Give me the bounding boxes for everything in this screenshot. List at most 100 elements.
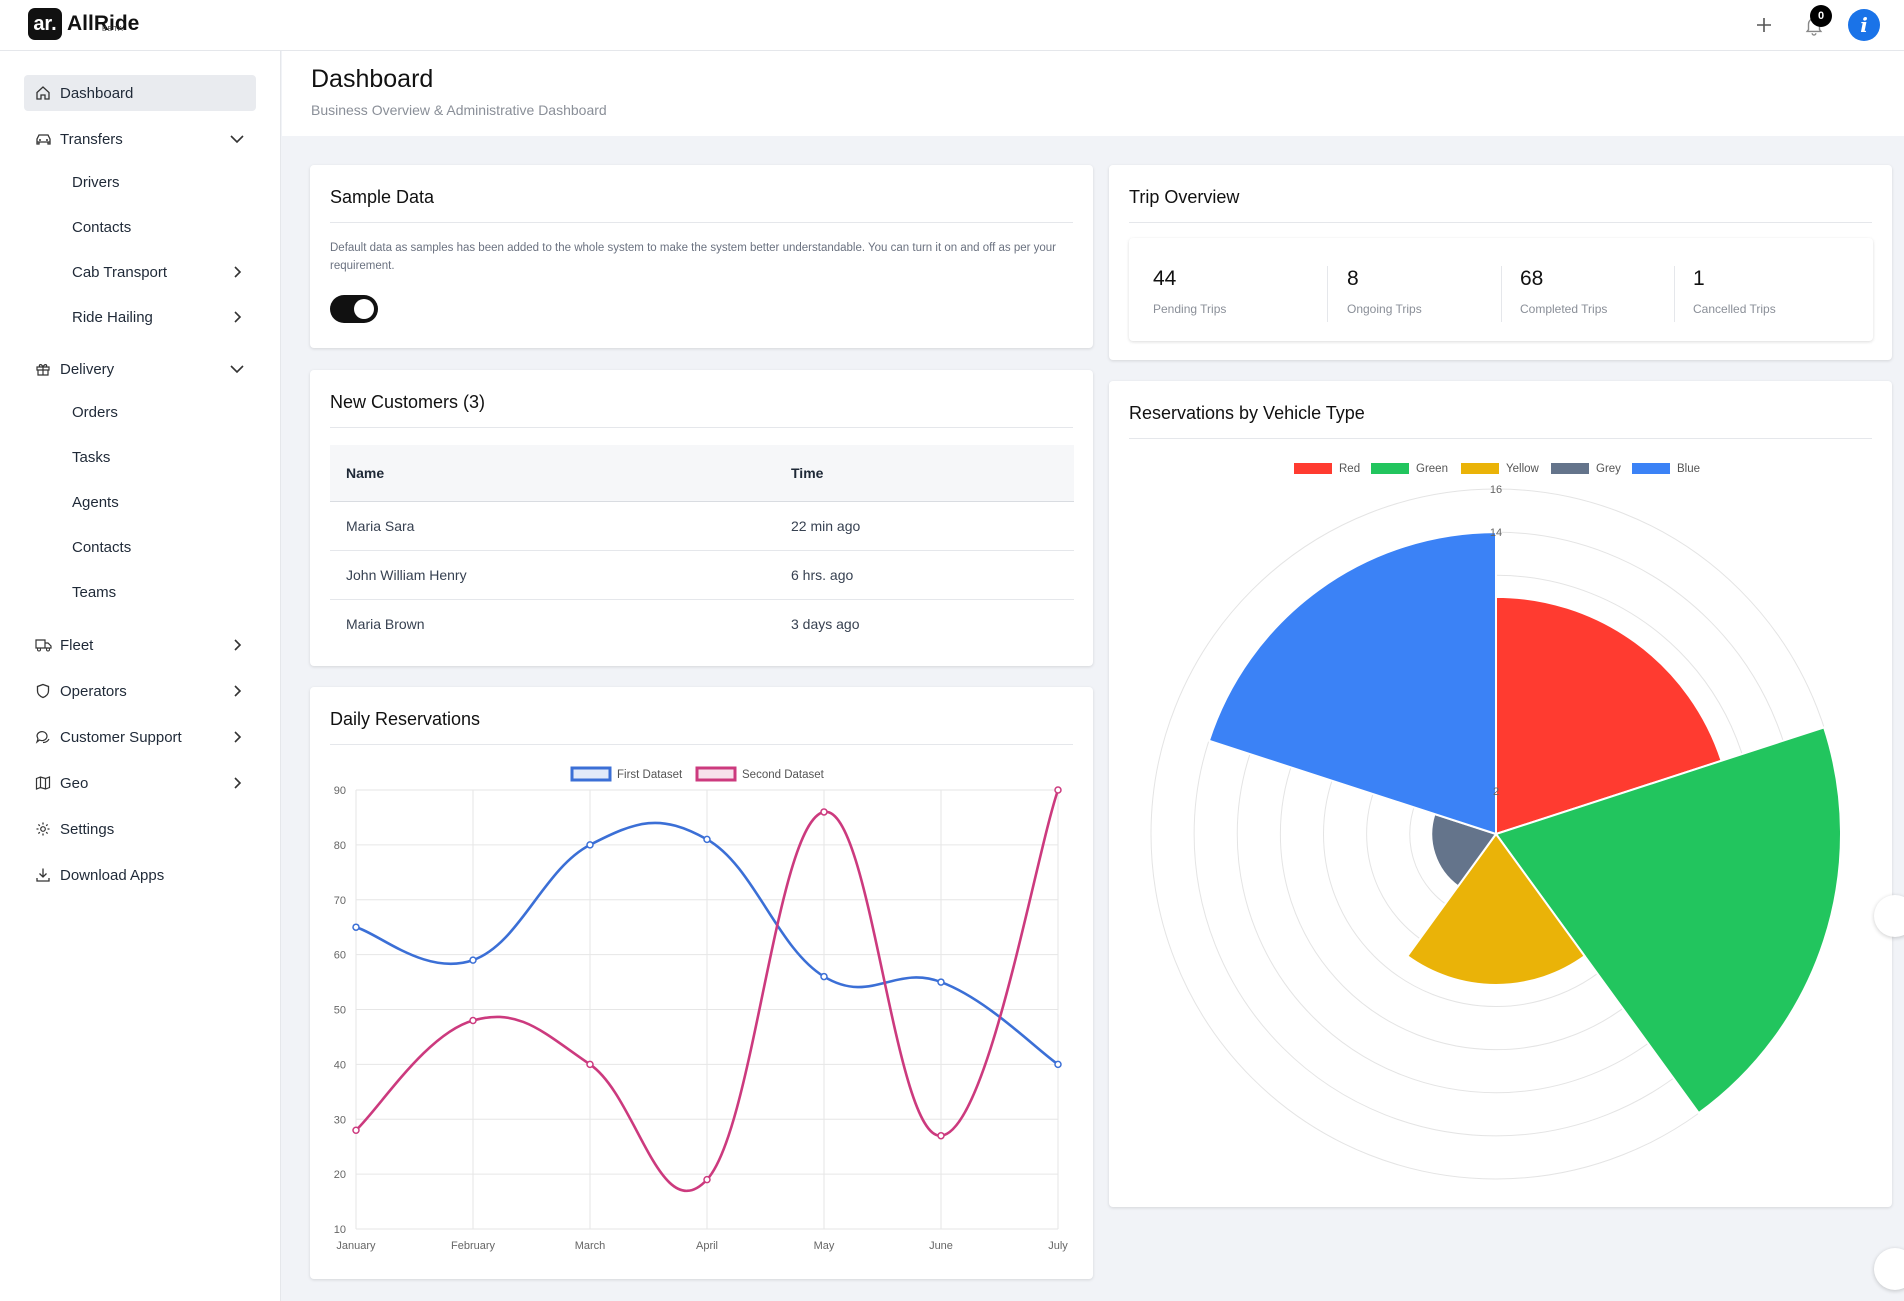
polar-wedge-blue xyxy=(1207,531,1497,836)
app-name: AllRide xyxy=(67,12,140,35)
sidebar-label: Ride Hailing xyxy=(72,308,153,326)
data-point xyxy=(703,835,711,844)
sidebar-item-download-apps[interactable]: Download Apps xyxy=(24,857,256,893)
sidebar-item-transfer-contacts[interactable]: Contacts xyxy=(72,218,132,236)
column-header-time[interactable]: Time xyxy=(775,445,1074,502)
card-title: Daily Reservations xyxy=(330,709,481,729)
sample-data-card: Sample Data Default data as samples has … xyxy=(310,165,1093,348)
divider xyxy=(1327,266,1328,322)
page-title: Dashboard xyxy=(311,65,434,93)
trip-stats: 44 Pending Trips 8 Ongoing Trips 68 Comp… xyxy=(1129,238,1873,341)
customer-name: Maria Sara xyxy=(330,501,775,551)
sample-data-toggle[interactable] xyxy=(330,295,378,323)
data-point xyxy=(703,1175,711,1184)
chevron-right-icon xyxy=(234,266,242,278)
sidebar-label: Delivery xyxy=(60,360,115,378)
customer-time: 22 min ago xyxy=(775,501,1074,551)
logo-mark: ar. xyxy=(28,8,62,40)
legend-swatch xyxy=(1632,463,1670,474)
card-title: Sample Data xyxy=(330,187,435,207)
table-header-row: Name Time xyxy=(330,445,1074,502)
sidebar-item-delivery[interactable]: Delivery xyxy=(24,351,256,387)
y-tick-label: 60 xyxy=(334,950,346,962)
divider xyxy=(1501,266,1502,322)
sidebar-label: Download Apps xyxy=(60,866,165,884)
divider xyxy=(1129,222,1872,223)
sidebar-item-ride-hailing[interactable]: Ride Hailing xyxy=(72,302,256,332)
x-tick-label: February xyxy=(451,1240,496,1252)
sidebar-label: Geo xyxy=(60,774,89,792)
new-customers-card: New Customers (3) Name Time Maria Sara 2… xyxy=(310,370,1093,666)
x-tick-label: May xyxy=(814,1240,835,1252)
legend-label: First Dataset xyxy=(617,769,683,781)
app-logo[interactable]: ar. AllRide xyxy=(28,8,139,40)
stat-value: 1 xyxy=(1693,267,1705,290)
vehicle-reservations-card: Reservations by Vehicle Type Red Green Yel… xyxy=(1109,381,1892,1207)
polar-wedge-yellow xyxy=(1405,832,1587,986)
sidebar-item-fleet[interactable]: Fleet xyxy=(24,627,256,663)
legend-swatch xyxy=(1371,463,1409,474)
x-tick-label: July xyxy=(1048,1240,1068,1252)
divider xyxy=(330,222,1073,223)
table-row[interactable]: John William Henry 6 hrs. ago xyxy=(330,550,1074,600)
floating-assistant-button[interactable] xyxy=(1874,895,1904,937)
legend-label: Blue xyxy=(1677,463,1700,475)
sidebar-item-dashboard[interactable]: Dashboard xyxy=(24,75,256,111)
customer-name: John William Henry xyxy=(330,550,775,600)
floating-assistant-button[interactable] xyxy=(1874,1248,1904,1290)
customer-time: 6 hrs. ago xyxy=(775,550,1074,600)
sidebar-label: Dashboard xyxy=(60,84,134,102)
data-point xyxy=(352,1126,360,1134)
radial-tick-label: 2 xyxy=(1493,786,1499,798)
sidebar-item-customer-support[interactable]: Customer Support xyxy=(24,719,256,755)
y-tick-label: 40 xyxy=(334,1059,346,1071)
stat-pending-trips: 44 Pending Trips xyxy=(1129,238,1321,341)
data-point xyxy=(820,972,828,981)
top-bar: ar. AllRide BETA 0 i xyxy=(0,0,1904,51)
column-header-name[interactable]: Name xyxy=(330,445,775,502)
sidebar-item-delivery-contacts[interactable]: Contacts xyxy=(72,538,132,556)
y-tick-label: 90 xyxy=(334,785,346,797)
add-button[interactable] xyxy=(1744,5,1784,45)
sidebar-item-tasks[interactable]: Tasks xyxy=(72,448,111,466)
notifications-button[interactable]: 0 xyxy=(1794,5,1834,45)
sidebar-item-settings[interactable]: Settings xyxy=(24,811,256,847)
map-icon xyxy=(34,774,52,792)
radial-tick-label: 14 xyxy=(1490,527,1502,539)
sidebar-label: Operators xyxy=(60,682,127,700)
card-title: Trip Overview xyxy=(1129,187,1240,207)
stat-label: Completed Trips xyxy=(1520,302,1608,316)
customer-name: Maria Brown xyxy=(346,615,425,632)
stat-label: Cancelled Trips xyxy=(1693,302,1776,316)
stat-label: Pending Trips xyxy=(1153,302,1227,316)
sidebar-label: Fleet xyxy=(60,636,94,654)
sidebar-item-agents[interactable]: Agents xyxy=(72,493,119,511)
x-tick-label: June xyxy=(929,1240,953,1252)
gear-icon xyxy=(34,820,52,838)
data-point xyxy=(586,1060,594,1069)
sidebar-item-operators[interactable]: Operators xyxy=(24,673,256,709)
stat-completed-trips: 68 Completed Trips xyxy=(1496,238,1668,341)
sidebar-item-teams[interactable]: Teams xyxy=(72,583,117,601)
beta-badge: BETA xyxy=(102,26,124,33)
legend-label: Yellow xyxy=(1506,463,1540,475)
legend-label: Second Dataset xyxy=(742,769,825,781)
table-row[interactable]: Maria Sara 22 min ago xyxy=(330,501,1074,551)
chevron-right-icon xyxy=(234,731,242,743)
chevron-down-icon xyxy=(230,135,244,144)
sidebar-item-cab-transport[interactable]: Cab Transport xyxy=(72,257,256,287)
sidebar-item-orders[interactable]: Orders xyxy=(72,403,118,421)
sidebar-label: Cab Transport xyxy=(72,263,168,281)
info-button[interactable]: i xyxy=(1844,5,1884,45)
y-tick-label: 70 xyxy=(334,895,346,907)
sidebar-label: Settings xyxy=(60,820,115,838)
polar-wedge-red xyxy=(1495,595,1723,836)
sidebar-label: Customer Support xyxy=(60,728,182,746)
y-tick-label: 80 xyxy=(334,840,346,852)
table-row[interactable]: Maria Brown 3 days ago xyxy=(330,599,1074,648)
legend-swatch xyxy=(695,766,737,782)
sidebar-item-geo[interactable]: Geo xyxy=(24,765,256,801)
polar-wedge-grey xyxy=(1430,812,1498,888)
sidebar-item-transfers[interactable]: Transfers xyxy=(24,121,256,157)
sidebar-item-drivers[interactable]: Drivers xyxy=(72,173,120,191)
